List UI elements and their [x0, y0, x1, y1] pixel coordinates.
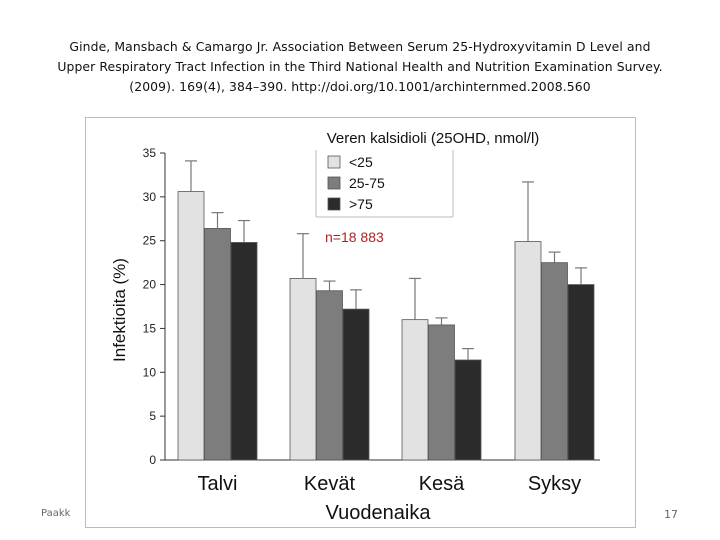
bar->75-Talvi	[230, 242, 258, 461]
x-axis-title: Vuodenaika	[326, 502, 432, 524]
x-category-label: Kevät	[304, 473, 356, 495]
legend-label-25-75: 25-75	[349, 175, 385, 191]
legend-label->75: >75	[349, 196, 373, 212]
legend-label-<25: <25	[349, 154, 373, 170]
y-tick-label: 0	[149, 453, 156, 467]
bar-25-75-Kesä	[428, 324, 455, 461]
bar-25-75-Talvi	[204, 228, 231, 461]
bar-<25-Kesä	[401, 319, 429, 461]
sample-size-annotation: n=18 883	[325, 229, 384, 245]
bar->75-Syksy	[567, 284, 595, 461]
bar->75-Kesä	[454, 359, 482, 461]
y-tick-label: 35	[143, 146, 157, 160]
citation-line-3: (2009). 169(4), 384–390. http://doi.org/…	[129, 79, 591, 94]
footer-left-text: Paakk	[41, 508, 71, 519]
citation-line-2: Upper Respiratory Tract Infection in the…	[57, 59, 663, 74]
legend-swatch->75	[327, 197, 341, 211]
legend-title: Veren kalsidioli (25OHD, nmol/l)	[327, 130, 540, 147]
x-category-label: Kesä	[419, 473, 465, 495]
x-category-label: Talvi	[197, 473, 237, 495]
bar-<25-Syksy	[514, 241, 542, 461]
y-tick-label: 30	[143, 190, 157, 204]
page-number: 17	[664, 508, 678, 521]
citation: Ginde, Mansbach & Camargo Jr. Associatio…	[20, 37, 700, 97]
bar-25-75-Kevät	[316, 290, 343, 461]
y-axis-title: Infektioita (%)	[110, 258, 129, 362]
citation-line-1: Ginde, Mansbach & Camargo Jr. Associatio…	[69, 39, 651, 54]
y-tick-label: 5	[149, 409, 156, 423]
bar-<25-Kevät	[289, 278, 317, 461]
bar-<25-Talvi	[177, 191, 205, 461]
bar->75-Kevät	[342, 308, 370, 461]
y-tick-label: 25	[143, 234, 157, 248]
y-tick-label: 15	[143, 321, 157, 335]
legend-swatch-<25	[327, 155, 341, 169]
legend-swatch-25-75	[327, 176, 341, 190]
x-category-label: Syksy	[528, 473, 581, 495]
bar-25-75-Syksy	[541, 262, 568, 461]
y-tick-label: 20	[143, 278, 157, 292]
y-tick-label: 10	[143, 365, 157, 379]
